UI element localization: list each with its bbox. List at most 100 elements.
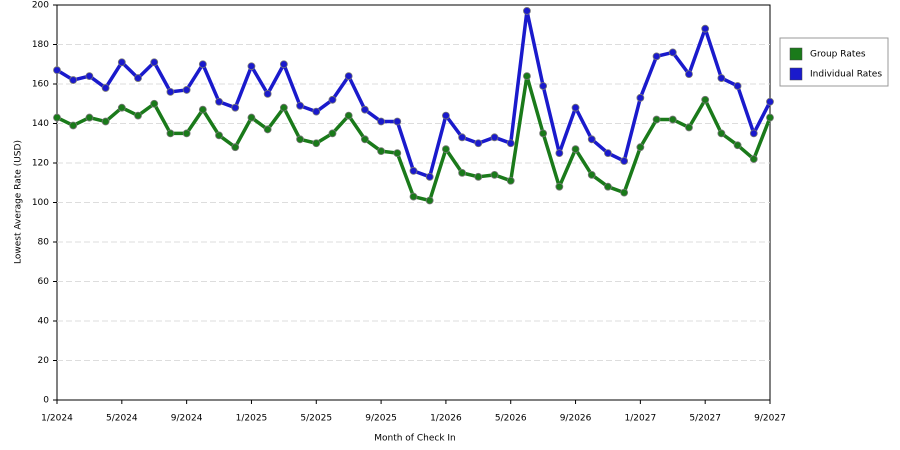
point [701, 95, 710, 104]
point [425, 196, 434, 205]
point [134, 111, 142, 120]
point [425, 172, 434, 181]
point [150, 58, 159, 67]
y-tick-label: 80 [38, 238, 50, 248]
x-tick-label: 5/2026 [495, 414, 527, 424]
y-tick-label: 180 [32, 40, 49, 50]
x-tick-label: 5/2027 [689, 414, 721, 424]
point [166, 88, 175, 96]
point [733, 141, 742, 150]
point [231, 143, 240, 152]
y-tick-label: 140 [32, 119, 49, 129]
point [69, 121, 78, 130]
point [636, 143, 645, 152]
point [652, 115, 661, 124]
point [231, 103, 240, 112]
point [117, 58, 126, 67]
point [587, 170, 596, 179]
point [490, 133, 499, 142]
point [587, 135, 596, 144]
point [458, 133, 467, 142]
point [117, 103, 126, 112]
point [182, 129, 191, 138]
point [247, 62, 256, 71]
point [523, 72, 531, 80]
point [85, 113, 94, 122]
point [53, 113, 61, 122]
point [523, 7, 531, 15]
point [701, 24, 710, 33]
point [101, 117, 110, 126]
point [182, 86, 191, 94]
point [506, 176, 515, 185]
point [685, 123, 693, 132]
point [620, 157, 629, 165]
x-axis-label: Month of Check In [374, 434, 456, 444]
legend-swatch [789, 47, 803, 61]
x-tick-label: 9/2027 [754, 414, 786, 424]
point [312, 139, 321, 148]
point [555, 182, 564, 191]
x-tick-label: 5/2024 [106, 414, 138, 424]
point [539, 82, 548, 90]
point [198, 60, 207, 69]
point [620, 188, 629, 197]
y-tick-label: 100 [32, 198, 49, 208]
point [296, 101, 304, 110]
point [652, 52, 661, 61]
point [490, 170, 499, 179]
x-tick-label: 1/2026 [430, 414, 462, 424]
y-tick-label: 200 [32, 1, 49, 11]
point [668, 115, 677, 124]
point [166, 129, 175, 138]
x-tick-label: 1/2027 [625, 414, 657, 424]
point [458, 168, 467, 177]
legend-swatch [789, 67, 803, 81]
point [539, 129, 548, 138]
point [344, 72, 353, 80]
point [393, 117, 402, 126]
point [766, 113, 774, 122]
point [215, 131, 223, 140]
x-tick-label: 1/2024 [41, 414, 73, 424]
point [328, 95, 337, 104]
point [749, 155, 758, 163]
point [134, 74, 142, 82]
y-tick-label: 120 [32, 159, 49, 169]
x-tick-label: 1/2025 [236, 414, 268, 424]
point [360, 105, 369, 114]
point [733, 82, 742, 90]
legend-label: Group Rates [810, 50, 866, 60]
point [571, 103, 580, 112]
point [766, 97, 774, 106]
point [296, 135, 304, 144]
point [377, 117, 385, 126]
point [409, 192, 418, 201]
y-tick-label: 0 [43, 396, 49, 406]
point [717, 74, 726, 82]
y-tick-label: 160 [32, 80, 49, 90]
point [85, 72, 94, 80]
y-axis-label: Lowest Average Rate (USD) [14, 140, 24, 264]
point [344, 111, 353, 120]
y-tick-label: 20 [38, 356, 50, 366]
point [474, 172, 483, 181]
point [571, 145, 580, 154]
x-tick-label: 9/2025 [365, 414, 397, 424]
point [279, 60, 288, 69]
point [442, 145, 450, 154]
point [263, 125, 272, 134]
point [474, 139, 483, 148]
y-tick-label: 60 [38, 277, 50, 287]
x-tick-label: 9/2024 [171, 414, 203, 424]
point [393, 149, 402, 158]
point [263, 89, 272, 98]
point [604, 149, 612, 158]
point [409, 166, 418, 175]
point [279, 103, 288, 112]
point [506, 139, 515, 148]
point [668, 48, 677, 57]
point [69, 76, 78, 84]
point [215, 97, 223, 106]
